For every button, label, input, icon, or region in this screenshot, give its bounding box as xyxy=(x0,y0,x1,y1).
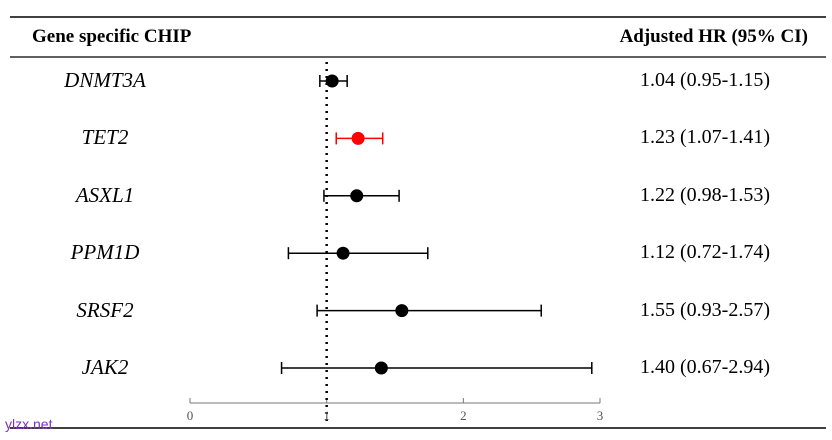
watermark: ylzx.net xyxy=(5,416,53,432)
hr-point xyxy=(351,131,365,145)
gene-label: DNMT3A xyxy=(64,68,146,92)
gene-label: SRSF2 xyxy=(76,297,134,322)
x-tick-label: 3 xyxy=(596,408,604,423)
x-tick-label: 0 xyxy=(186,408,194,423)
gene-label: PPM1D xyxy=(70,240,140,265)
hr-value-label: 1.22 (0.98-1.53) xyxy=(640,183,770,206)
gene-label: TET2 xyxy=(81,125,129,150)
hr-value-label: 1.23 (1.07-1.41) xyxy=(640,126,770,149)
forest-row-ppm1d xyxy=(287,246,429,260)
hr-value-label: 1.40 (0.67-2.94) xyxy=(640,356,770,378)
hr-point xyxy=(395,304,409,318)
hr-value-label: 1.55 (0.93-2.57) xyxy=(640,298,770,321)
header-left: Gene specific CHIP xyxy=(32,26,192,47)
forest-row-dnmt3a xyxy=(319,74,348,88)
hr-point xyxy=(350,189,364,203)
gene-label: ASXL1 xyxy=(75,182,135,207)
header-right: Adjusted HR (95% CI) xyxy=(619,26,808,47)
forest-row-asxl1 xyxy=(323,189,400,203)
hr-point xyxy=(325,74,339,88)
hr-value-label: 1.12 (0.72-1.74) xyxy=(640,241,770,264)
x-tick-label: 1 xyxy=(323,408,330,423)
forest-row-srsf2 xyxy=(316,304,542,318)
hr-value-label: 1.04 (0.95-1.15) xyxy=(640,69,770,91)
forest-row-jak2 xyxy=(280,361,593,375)
hr-point xyxy=(336,246,350,260)
hr-point xyxy=(374,361,388,375)
x-tick-label: 2 xyxy=(460,408,467,423)
forest-row-tet2 xyxy=(335,131,384,145)
gene-label: JAK2 xyxy=(81,355,129,379)
